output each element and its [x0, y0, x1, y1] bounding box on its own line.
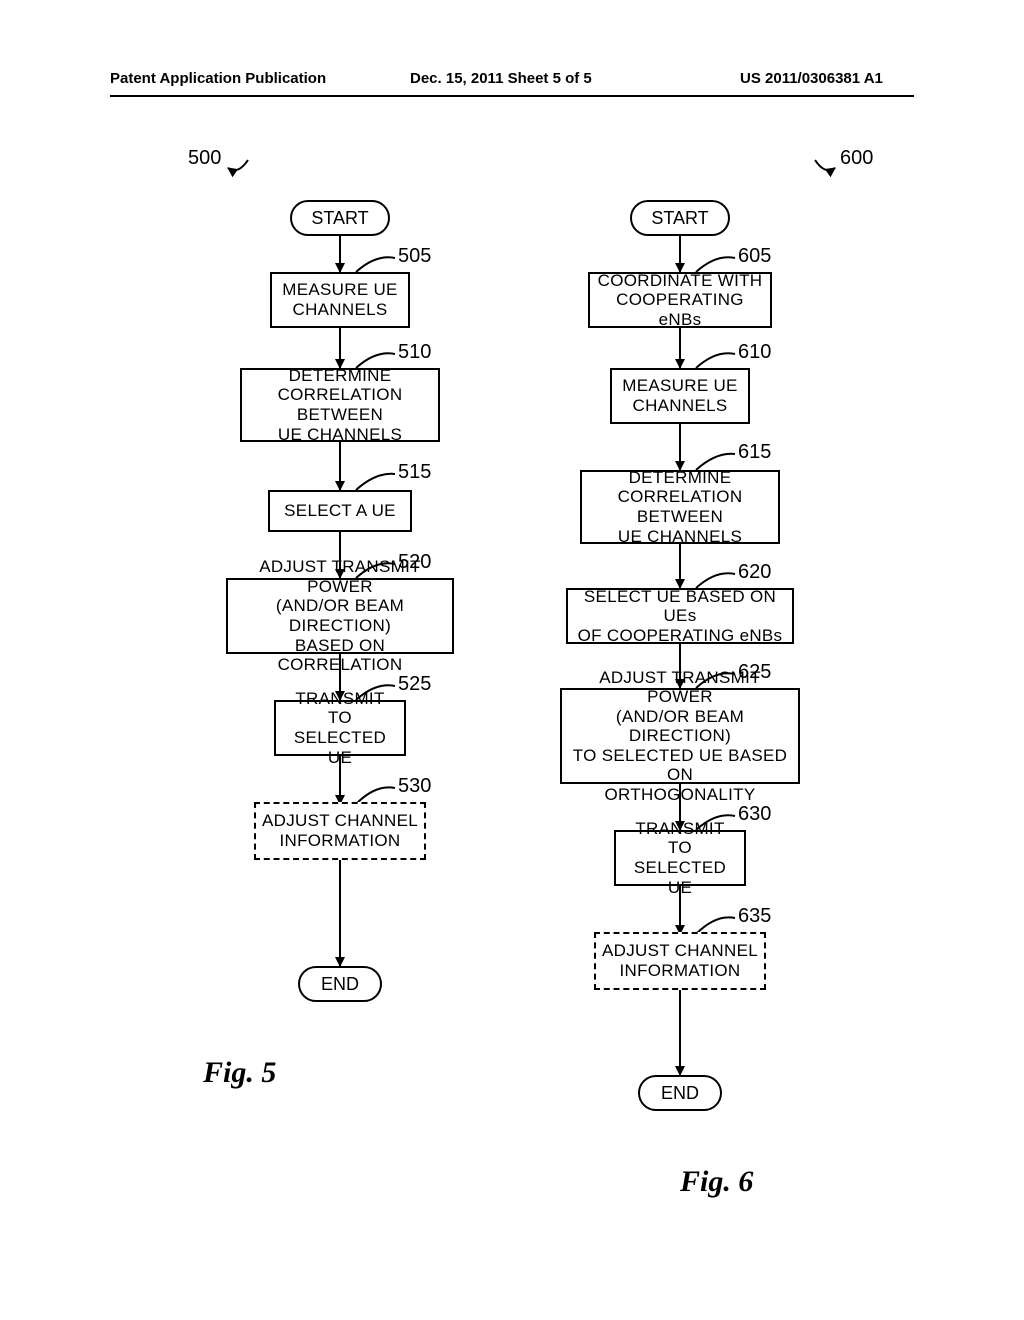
fig6-end: END — [638, 1075, 722, 1111]
step-text: CHANNELS — [633, 396, 728, 416]
fig5-ref-500: 500 — [188, 147, 221, 170]
fig6-step-605: COORDINATE WITHCOOPERATING eNBs — [588, 272, 772, 328]
header-mid: Dec. 15, 2011 Sheet 5 of 5 — [410, 70, 592, 87]
fig6-ref-600: 600 — [840, 147, 873, 170]
fig6-ref-605: 605 — [738, 245, 771, 268]
step-text: INFORMATION — [619, 961, 740, 981]
fig6-ref-610: 610 — [738, 341, 771, 364]
step-text: ADJUST CHANNEL — [602, 941, 758, 961]
fig6-caption: Fig. 6 — [680, 1165, 753, 1199]
step-text: BASED ON CORRELATION — [234, 636, 446, 675]
step-text: MEASURE UE — [622, 376, 737, 396]
fig5-step-505: MEASURE UECHANNELS — [270, 272, 410, 328]
fig5-caption: Fig. 5 — [203, 1056, 276, 1090]
fig6-step-635: ADJUST CHANNELINFORMATION — [594, 932, 766, 990]
fig5-ref-520: 520 — [398, 551, 431, 574]
step-text: SELECTED UE — [622, 858, 738, 897]
step-text: TO SELECTED UE BASED ON — [568, 746, 792, 785]
step-text: CORRELATION BETWEEN — [248, 385, 432, 424]
fig6-step-610: MEASURE UECHANNELS — [610, 368, 750, 424]
fig6-ref-615: 615 — [738, 441, 771, 464]
step-text: SELECT A UE — [284, 501, 396, 521]
fig5-end: END — [298, 966, 382, 1002]
fig5-ref-525: 525 — [398, 673, 431, 696]
fig6-ref-635: 635 — [738, 905, 771, 928]
fig6-start: START — [630, 200, 730, 236]
page: Patent Application Publication Dec. 15, … — [0, 0, 1024, 1320]
fig6-step-625: ADJUST TRANSMIT POWER(AND/OR BEAM DIRECT… — [560, 688, 800, 784]
fig6-step-615: DETERMINECORRELATION BETWEENUE CHANNELS — [580, 470, 780, 544]
fig6-ref-625: 625 — [738, 661, 771, 684]
step-text: SELECT UE BASED ON UEs — [574, 587, 786, 626]
step-text: UE CHANNELS — [278, 425, 402, 445]
fig5-ref-515: 515 — [398, 461, 431, 484]
step-text: TRANSMIT TO — [282, 689, 398, 728]
fig5-step-530: ADJUST CHANNELINFORMATION — [254, 802, 426, 860]
step-text: (AND/OR BEAM DIRECTION) — [568, 707, 792, 746]
step-text: MEASURE UE — [282, 280, 397, 300]
fig5-step-515: SELECT A UE — [268, 490, 412, 532]
step-text: DETERMINE — [629, 468, 732, 488]
step-text: TRANSMIT TO — [622, 819, 738, 858]
step-text: (AND/OR BEAM DIRECTION) — [234, 596, 446, 635]
step-text: DETERMINE — [289, 366, 392, 386]
header-left: Patent Application Publication — [110, 70, 326, 87]
fig6-step-620: SELECT UE BASED ON UEsOF COOPERATING eNB… — [566, 588, 794, 644]
fig6-step-630: TRANSMIT TOSELECTED UE — [614, 830, 746, 886]
fig5-step-510: DETERMINECORRELATION BETWEENUE CHANNELS — [240, 368, 440, 442]
step-text: ADJUST CHANNEL — [262, 811, 418, 831]
fig6-ref-630: 630 — [738, 803, 771, 826]
step-text: CHANNELS — [293, 300, 388, 320]
header-rule — [110, 95, 914, 97]
fig6-ref-620: 620 — [738, 561, 771, 584]
diagram-overlay — [0, 0, 1024, 1320]
step-text: CORRELATION BETWEEN — [588, 487, 772, 526]
header-right: US 2011/0306381 A1 — [740, 70, 883, 87]
fig5-step-520: ADJUST TRANSMIT POWER(AND/OR BEAM DIRECT… — [226, 578, 454, 654]
fig5-ref-510: 510 — [398, 341, 431, 364]
step-text: UE CHANNELS — [618, 527, 742, 547]
step-text: OF COOPERATING eNBs — [578, 626, 783, 646]
fig5-step-525: TRANSMIT TOSELECTED UE — [274, 700, 406, 756]
fig5-start: START — [290, 200, 390, 236]
step-text: ORTHOGONALITY — [605, 785, 756, 805]
step-text: COOPERATING eNBs — [596, 290, 764, 329]
step-text: INFORMATION — [279, 831, 400, 851]
step-text: SELECTED UE — [282, 728, 398, 767]
step-text: COORDINATE WITH — [598, 271, 763, 291]
fig5-ref-530: 530 — [398, 775, 431, 798]
fig5-ref-505: 505 — [398, 245, 431, 268]
